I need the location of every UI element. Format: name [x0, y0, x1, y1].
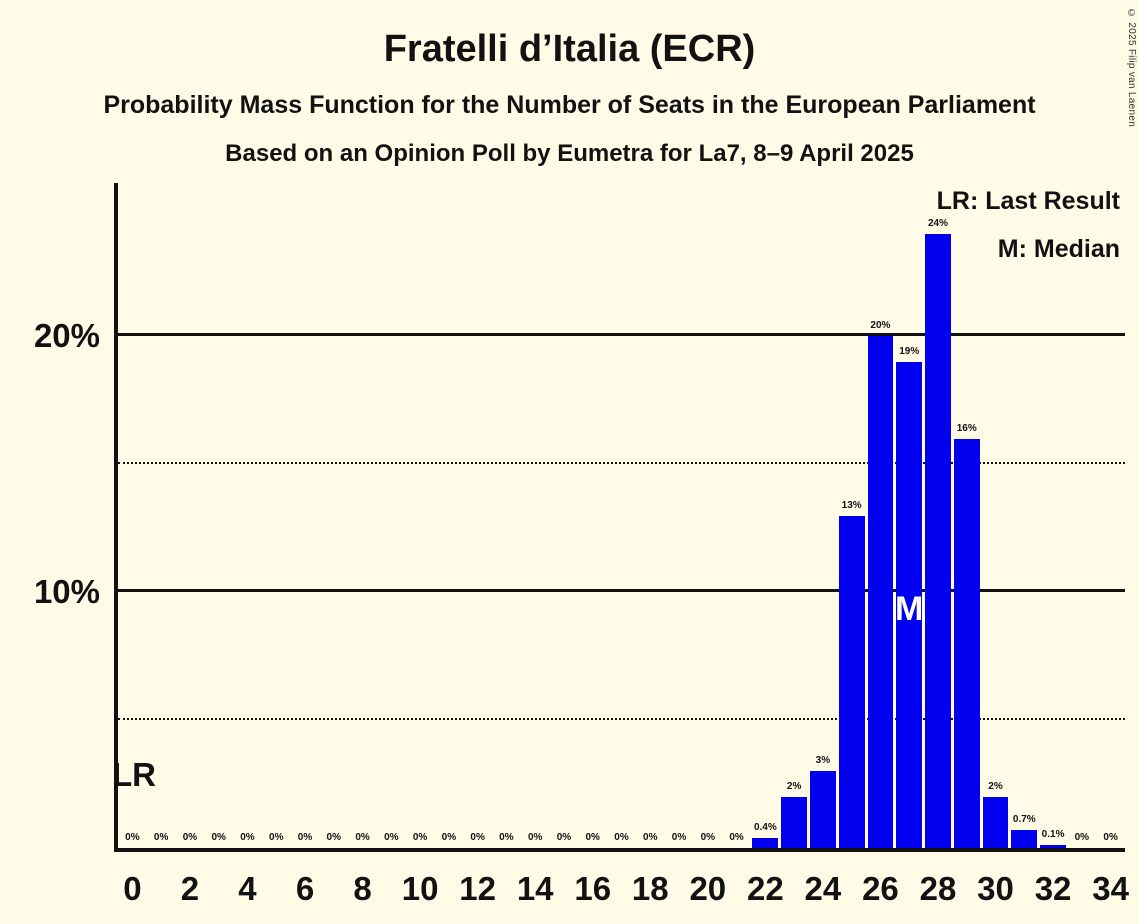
bar-value-label-seat-9: 0%	[384, 832, 399, 843]
y-tick-label-20pct: 20%	[33, 317, 100, 355]
bar-seat-31	[1011, 830, 1038, 848]
chart-subtitle-line2: Based on an Opinion Poll by Eumetra for …	[225, 140, 914, 167]
bar-seat-25	[838, 515, 865, 848]
x-tick-label-20: 20	[689, 870, 727, 907]
bar-value-label-seat-23: 2%	[786, 780, 802, 792]
bar-value-label-seat-15: 0%	[556, 832, 572, 843]
x-tick-label-32: 32	[1034, 870, 1072, 907]
bar-value-label-seat-2: 0%	[182, 832, 198, 843]
bar-value-label-seat-0: 0%	[125, 832, 140, 843]
bar-value-label-seat-29: 16%	[956, 422, 977, 434]
bar-seat-22	[752, 837, 779, 848]
x-axis-line	[114, 848, 1125, 852]
bar-value-label-seat-18: 0%	[643, 832, 658, 843]
bar-value-label-seat-22: 0.4%	[753, 821, 777, 833]
bar-seat-26	[867, 336, 894, 848]
bar-value-label-seat-24: 3%	[815, 755, 831, 767]
median-marker: M	[895, 590, 924, 628]
last-result-marker: LR	[112, 756, 156, 793]
gridline-5pct	[118, 718, 1125, 721]
copyright-notice: © 2025 Filip van Laenen	[1126, 8, 1137, 128]
bar-seat-32	[1040, 845, 1066, 848]
x-tick-label-26: 26	[862, 870, 899, 907]
bar-value-label-seat-16: 0%	[585, 832, 600, 843]
bar-value-label-seat-7: 0%	[326, 832, 342, 843]
bar-seat-29	[953, 438, 980, 848]
legend-median: M: Median	[997, 235, 1120, 263]
x-tick-label-24: 24	[804, 870, 842, 907]
legend-last-result: LR: Last Result	[936, 187, 1120, 215]
x-tick-label-2: 2	[180, 870, 200, 907]
x-tick-label-10: 10	[401, 870, 439, 907]
bar-seat-28	[925, 234, 951, 848]
x-tick-label-16: 16	[574, 870, 612, 907]
bar-value-label-seat-30: 2%	[988, 780, 1003, 792]
x-tick-label-6: 6	[295, 870, 315, 907]
bar-value-label-seat-5: 0%	[269, 832, 284, 843]
bar-value-label-seat-1: 0%	[153, 832, 169, 843]
bar-value-label-seat-11: 0%	[441, 832, 457, 843]
bar-value-label-seat-33: 0%	[1074, 832, 1090, 843]
bar-value-label-seat-13: 0%	[499, 832, 514, 843]
bar-value-label-seat-6: 0%	[297, 832, 313, 843]
x-tick-label-28: 28	[919, 870, 957, 907]
x-tick-label-0: 0	[123, 870, 142, 907]
gridline-10pct	[118, 589, 1125, 593]
plot-area: LR 0% 0% 0% 0% 0% 0% 0% 0% 0% 0% 0% 0% 0% 0% 0% 0% 0% 0% 0…	[112, 183, 1125, 852]
bar-value-label-seat-17: 0%	[614, 832, 629, 843]
gridline-15pct	[118, 462, 1125, 465]
bar-value-label-seat-3: 0%	[211, 832, 226, 843]
bar-value-label-seat-28: 24%	[927, 218, 948, 230]
x-tick-label-14: 14	[516, 870, 554, 907]
bar-value-label-seat-21: 0%	[729, 832, 744, 843]
bar-value-label-seat-31: 0.7%	[1012, 814, 1036, 826]
bar-value-label-seat-14: 0%	[527, 832, 543, 843]
bar-value-label-seat-27: 19%	[899, 346, 920, 358]
bar-value-label-seat-34: 0%	[1103, 832, 1118, 843]
x-tick-label-22: 22	[746, 870, 784, 907]
bar-value-label-seat-12: 0%	[470, 832, 485, 843]
bar-value-label-seat-4: 0%	[240, 832, 255, 843]
x-tick-label-18: 18	[631, 870, 669, 907]
bar-value-label-seat-8: 0%	[355, 832, 370, 843]
bar-seat-23	[781, 796, 807, 848]
bar-value-label-seat-20: 0%	[700, 832, 716, 843]
y-axis-line	[114, 183, 118, 852]
gridline-20pct	[118, 333, 1125, 337]
x-tick-label-4: 4	[238, 870, 257, 907]
x-tick-label-8: 8	[353, 870, 372, 907]
chart-subtitle-line1: Probability Mass Function for the Number…	[103, 91, 1036, 119]
bar-value-label-seat-26: 20%	[870, 320, 891, 332]
x-tick-label-34: 34	[1092, 870, 1129, 907]
bar-value-label-seat-19: 0%	[671, 832, 687, 843]
bar-value-label-seat-32: 0.1%	[1041, 829, 1065, 841]
bar-seat-30	[982, 796, 1009, 848]
bar-seat-24	[810, 771, 836, 848]
x-tick-label-12: 12	[459, 870, 496, 907]
bar-seat-27	[896, 362, 923, 848]
chart-title: Fratelli d’Italia (ECR)	[383, 28, 756, 70]
y-tick-label-10pct: 10%	[33, 573, 100, 611]
x-tick-label-30: 30	[977, 870, 1014, 907]
bar-value-label-seat-10: 0%	[412, 832, 428, 843]
bar-value-label-seat-25: 13%	[841, 499, 862, 511]
